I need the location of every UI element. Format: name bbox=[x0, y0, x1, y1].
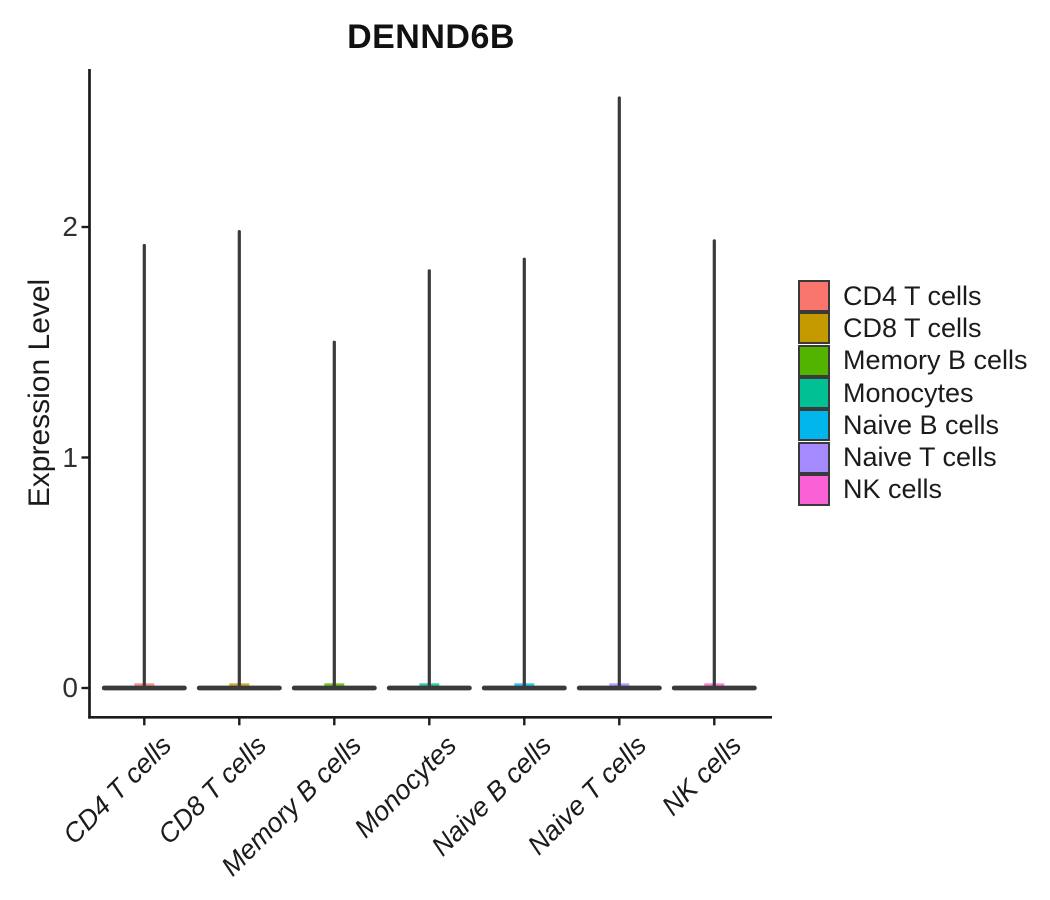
legend-item-cd8-t-cells: CD8 T cells bbox=[798, 312, 1028, 345]
legend-item-monocytes: Monocytes bbox=[798, 377, 1028, 410]
legend-color-swatch bbox=[798, 441, 830, 474]
legend-color-swatch bbox=[798, 409, 830, 442]
plot-title: DENND6B bbox=[347, 18, 515, 56]
violin-monocytes bbox=[386, 269, 472, 691]
legend-label: Monocytes bbox=[843, 377, 974, 408]
legend-label: Memory B cells bbox=[843, 345, 1028, 376]
legend-color-swatch bbox=[798, 280, 830, 313]
y-tick-label-0: 0 bbox=[62, 672, 78, 703]
legend-item-nk-cells: NK cells bbox=[798, 473, 1028, 506]
violin-naive-t-cells bbox=[576, 96, 662, 691]
violin-naive-b-cells bbox=[481, 257, 567, 691]
legend-item-naive-b-cells: Naive B cells bbox=[798, 409, 1028, 442]
legend-color-swatch bbox=[798, 377, 830, 410]
legend-label: CD8 T cells bbox=[843, 312, 982, 343]
legend-label: NK cells bbox=[843, 474, 943, 505]
violin-nk-cells bbox=[671, 239, 757, 691]
legend-color-swatch bbox=[798, 344, 830, 377]
violin-cd8-t-cells bbox=[196, 230, 282, 691]
violin-memory-b-cells bbox=[291, 340, 377, 691]
legend-label: CD4 T cells bbox=[843, 280, 982, 311]
y-tick-label-1: 1 bbox=[62, 441, 78, 473]
legend-label: Naive T cells bbox=[843, 442, 997, 473]
y-tick-label-2: 2 bbox=[62, 211, 78, 242]
legend-item-memory-b-cells: Memory B cells bbox=[798, 344, 1028, 377]
violin-cd4-t-cells bbox=[101, 243, 187, 691]
legend-color-swatch bbox=[798, 473, 830, 506]
legend-label: Naive B cells bbox=[843, 409, 1000, 440]
legend-item-naive-t-cells: Naive T cells bbox=[798, 441, 1028, 474]
legend: CD4 T cells CD8 T cells Memory B cells Mono… bbox=[798, 280, 1028, 506]
legend-color-swatch bbox=[798, 312, 830, 345]
legend-item-cd4-t-cells: CD4 T cells bbox=[798, 280, 1028, 313]
